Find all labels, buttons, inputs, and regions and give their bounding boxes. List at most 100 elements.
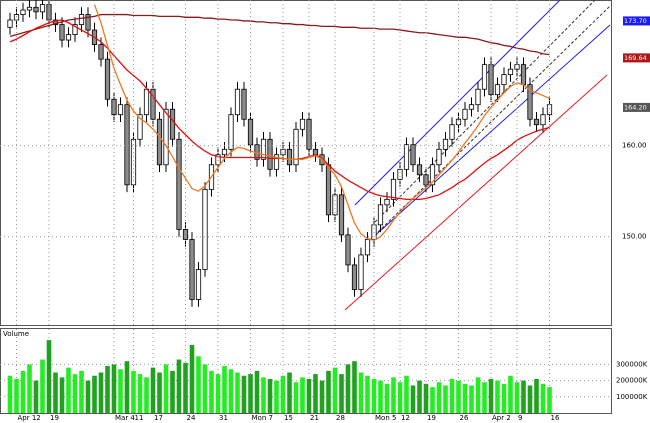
volume-bar <box>514 382 520 413</box>
candle-body <box>397 168 403 180</box>
volume-bar <box>326 370 331 413</box>
volume-bar <box>209 370 214 413</box>
candle-body <box>351 264 358 290</box>
candle-body <box>137 114 143 140</box>
volume-bar <box>7 375 13 413</box>
candle-body <box>494 84 501 96</box>
candle-body <box>143 88 150 116</box>
volume-bar <box>124 361 130 413</box>
price-label: 169.64 <box>624 54 647 62</box>
x-tick-label: 28 <box>336 414 345 422</box>
volume-bar <box>540 383 546 413</box>
volume-bar <box>436 382 442 413</box>
volume-bar <box>378 380 383 413</box>
volume-bar <box>462 383 468 413</box>
volume-bar <box>508 375 513 413</box>
volume-bar <box>228 369 234 413</box>
candle-body <box>221 148 228 156</box>
volume-bar <box>352 361 357 413</box>
volume-bar <box>313 374 318 413</box>
x-tick-label: 19 <box>427 414 436 422</box>
candle-body <box>78 14 85 25</box>
y-tick-label: 300000K <box>616 360 648 368</box>
volume-bar <box>443 385 448 413</box>
volume-bar <box>287 372 292 413</box>
candle-body <box>13 14 20 21</box>
volume-bar <box>98 372 104 413</box>
candle-body <box>488 64 494 96</box>
channel-line <box>369 24 611 241</box>
volume-bar <box>176 359 182 413</box>
candle-body <box>33 6 39 13</box>
candle-body <box>286 148 293 166</box>
candle-body <box>306 118 312 150</box>
volume-bar <box>157 372 162 413</box>
candle-body <box>325 164 332 216</box>
volume-bar <box>189 344 195 413</box>
x-tick-label: Apr 12 <box>18 414 41 422</box>
candle-body <box>124 104 130 186</box>
volume-bar <box>501 383 507 413</box>
y-tick-label: 160.00 <box>622 142 647 150</box>
candle-body <box>72 24 78 35</box>
volume-bar <box>150 367 156 413</box>
candle-body <box>358 254 364 290</box>
volume-bar <box>235 372 240 413</box>
volume-bar <box>488 378 494 413</box>
candle-body <box>260 138 267 160</box>
candle-body <box>546 104 553 116</box>
candle-body <box>507 68 514 76</box>
candle-body <box>228 114 234 150</box>
channel-line <box>377 5 611 233</box>
candle-body <box>527 84 533 120</box>
candle-body <box>39 4 46 13</box>
price-panel <box>0 0 612 326</box>
volume-bar <box>423 383 429 413</box>
candle-body <box>195 269 202 300</box>
channel-lines <box>344 0 611 311</box>
candle-body <box>416 164 423 176</box>
volume-bar <box>397 382 403 413</box>
volume-bar <box>365 375 370 413</box>
candle-body <box>273 154 280 170</box>
candle-body <box>202 188 208 270</box>
volume-bar <box>469 385 474 413</box>
price-label-box <box>623 53 650 63</box>
channel-line <box>344 74 608 311</box>
price-plot <box>7 0 553 307</box>
volume-bar <box>131 370 136 413</box>
volume-bar <box>33 380 39 413</box>
volume-bar <box>274 380 279 413</box>
candle-body <box>52 19 59 25</box>
volume-bar <box>196 356 201 413</box>
x-tick-label: 15 <box>284 414 293 422</box>
volume-bar <box>306 378 312 413</box>
candle-body <box>312 148 319 156</box>
volume-bar <box>404 375 409 413</box>
candle-body <box>384 198 390 206</box>
volume-bar <box>85 380 91 413</box>
volume-bar <box>521 380 526 413</box>
volume-bar <box>339 374 344 413</box>
volume-bar <box>46 340 52 413</box>
volume-bar <box>222 366 227 413</box>
candle-body <box>338 194 345 236</box>
candle-body <box>436 148 442 166</box>
candle-body <box>403 144 410 170</box>
y-tick-label: 100000K <box>616 393 648 401</box>
x-tick-label: 9 <box>518 414 522 422</box>
candle-body <box>345 234 351 266</box>
x-tick-label: 17 <box>154 414 163 422</box>
volume-bar <box>456 380 461 413</box>
candle-body <box>156 118 163 166</box>
volume-bar <box>300 377 305 413</box>
volume-bar <box>527 385 533 413</box>
volume-bar <box>261 377 266 413</box>
x-tick-label: 16 <box>551 414 560 422</box>
volume-bar <box>254 370 260 413</box>
x-tick-label: Mon 5 <box>375 414 396 422</box>
candle-body <box>520 64 527 86</box>
volume-bar <box>137 374 143 413</box>
volume-bar <box>215 374 221 413</box>
